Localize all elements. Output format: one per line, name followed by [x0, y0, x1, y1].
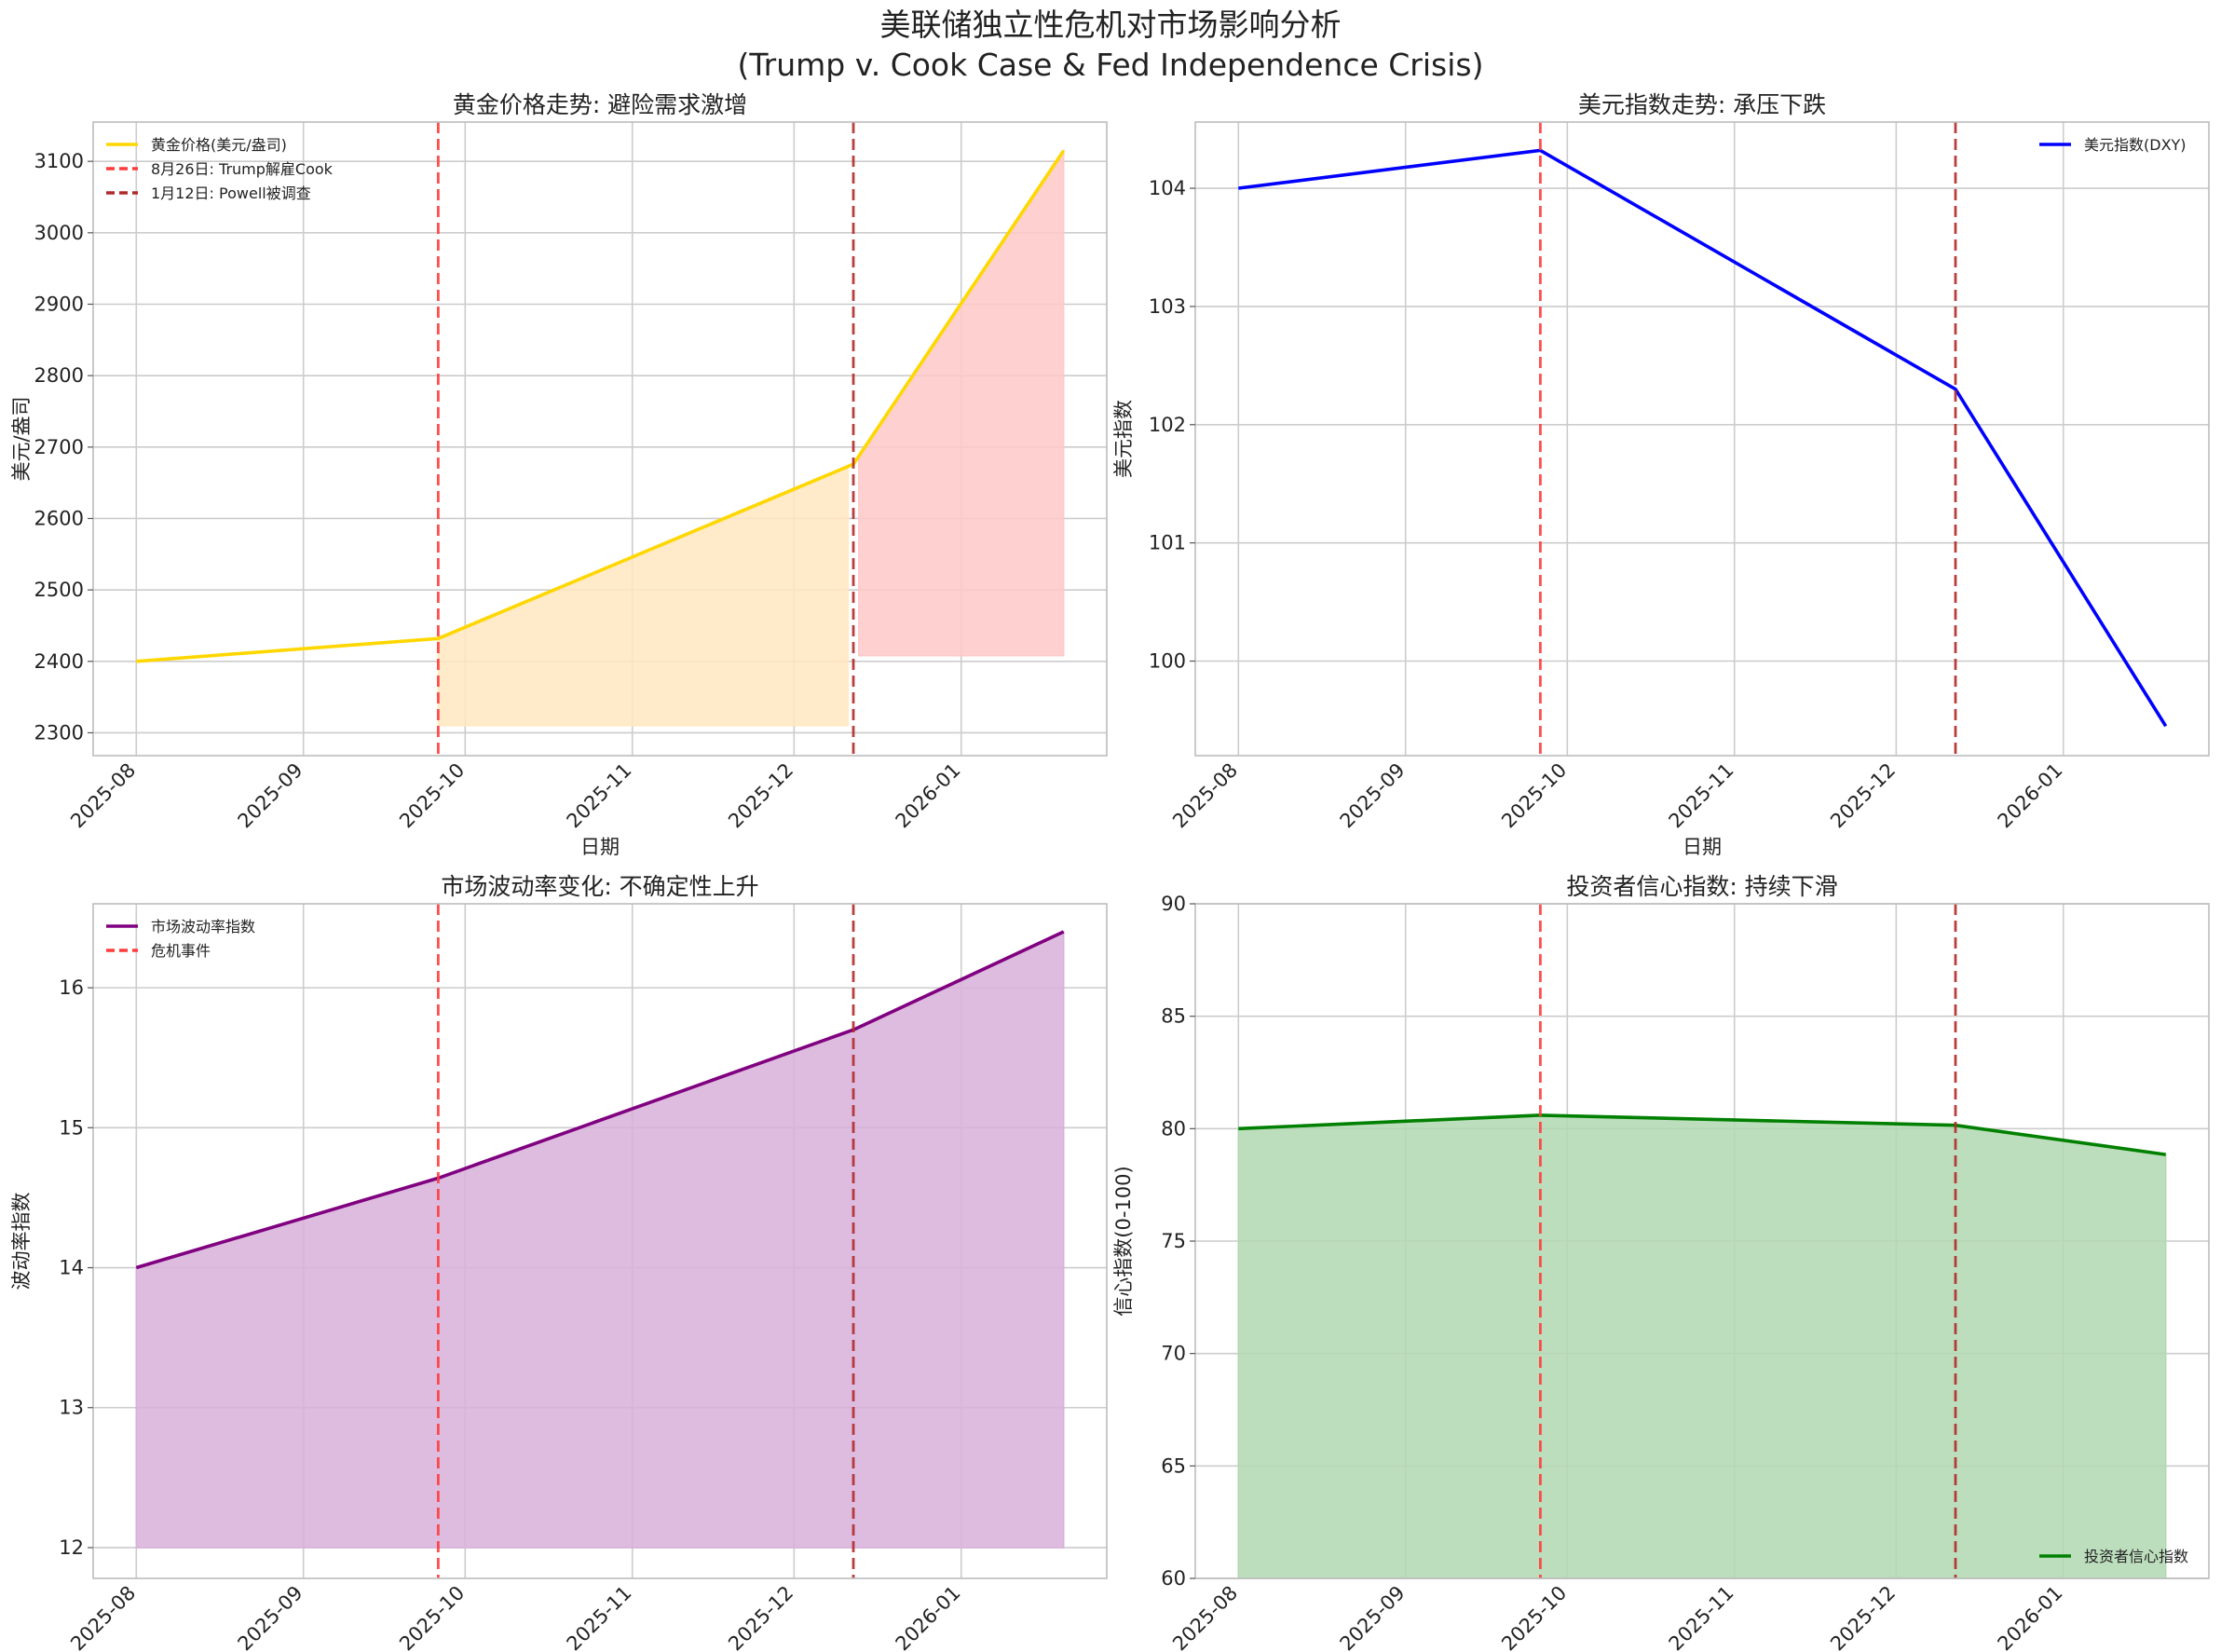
x-tick-label: 2025-11 [1665, 758, 1738, 832]
y-axis-label: 信心指数(0-100) [1112, 1166, 1135, 1316]
x-tick-label: 2025-10 [1497, 758, 1571, 832]
chart-dxy: 100 101 102 103 104 2025-08 2025-09 2025-10 2025… [1112, 91, 2210, 858]
y-tick-label: 2900 [34, 293, 84, 315]
x-tick-label: 2025-08 [66, 758, 140, 832]
y-tick-label: 65 [1161, 1454, 1186, 1477]
plot-frame [92, 121, 1108, 757]
y-tick-label: 85 [1161, 1005, 1186, 1028]
y-tick-label: 70 [1161, 1343, 1186, 1365]
plot-frame [92, 903, 1108, 1579]
legend-label: 市场波动率指数 [151, 918, 255, 935]
x-tick-label: 2025-11 [1665, 1581, 1738, 1652]
chart-title: 投资者信心指数: 持续下滑 [1566, 873, 1837, 900]
figure-suptitle: 美联储独立性危机对市场影响分析 [880, 7, 1342, 43]
x-axis-label: 日期 [580, 836, 620, 858]
legend-label: 1月12日: Powell被调查 [151, 184, 311, 202]
y-tick-label: 90 [1161, 893, 1186, 915]
x-tick-label: 2026-01 [1994, 1581, 2067, 1652]
figure-subtitle: (Trump v. Cook Case & Fed Independence C… [738, 47, 1484, 83]
x-tick-label: 2025-12 [724, 1581, 797, 1652]
legend-label: 黄金价格(美元/盎司) [151, 136, 287, 154]
y-tick-label: 12 [59, 1536, 84, 1559]
y-axis-label: 美元指数 [1112, 400, 1135, 478]
chart-vol: 12 13 14 15 16 2025-08 2025-09 2025-10 2025-11 20… [10, 873, 1108, 1652]
x-tick-label: 2025-11 [563, 758, 636, 832]
x-tick-label: 2025-11 [563, 1581, 636, 1652]
area-fill [437, 465, 849, 727]
series-line [135, 930, 1065, 1270]
chart-title: 市场波动率变化: 不确定性上升 [441, 873, 758, 900]
y-tick-label: 15 [59, 1116, 84, 1139]
legend-label: 危机事件 [151, 942, 211, 960]
series-line [136, 149, 1066, 663]
y-tick-label: 2500 [34, 579, 84, 601]
legend: 投资者信心指数 [2039, 1548, 2188, 1565]
y-axis-label: 美元/盎司 [10, 396, 33, 481]
x-tick-label: 2025-10 [1497, 1581, 1571, 1652]
legend: 黄金价格(美元/盎司) 8月26日: Trump解雇Cook 1月12日: Powe… [106, 136, 334, 202]
y-tick-label: 14 [59, 1257, 84, 1279]
series-line [1238, 1113, 2166, 1156]
x-tick-label: 2025-08 [66, 1581, 140, 1652]
x-tick-label: 2025-09 [234, 1581, 307, 1652]
chart-gold: 2300 2400 2500 2600 2700 2800 2900 3000 3100 2025… [10, 91, 1108, 858]
x-axis-label: 日期 [1683, 836, 1722, 858]
chart-conf: 60 65 70 75 80 85 90 2025-08 2025-09 2025-10 2025-… [1112, 873, 2210, 1652]
series-line [1238, 148, 2168, 728]
y-tick-label: 2700 [34, 436, 84, 458]
y-tick-label: 104 [1149, 177, 1186, 199]
y-tick-label: 3100 [34, 150, 84, 172]
x-tick-label: 2025-10 [395, 1581, 469, 1652]
y-tick-label: 60 [1161, 1567, 1186, 1590]
x-tick-label: 2025-08 [1168, 758, 1242, 832]
legend-label: 8月26日: Trump解雇Cook [151, 160, 334, 178]
legend: 美元指数(DXY) [2039, 136, 2187, 154]
x-tick-label: 2026-01 [892, 1581, 965, 1652]
y-tick-label: 16 [59, 976, 84, 999]
plot-frame [1194, 121, 2210, 757]
x-tick-label: 2026-01 [892, 758, 965, 832]
y-tick-label: 3000 [34, 222, 84, 244]
y-tick-label: 2400 [34, 650, 84, 673]
y-tick-label: 100 [1149, 650, 1186, 673]
x-tick-label: 2025-09 [234, 758, 307, 832]
area-fill [1237, 1114, 2167, 1579]
y-tick-label: 2600 [34, 507, 84, 529]
y-tick-label: 101 [1149, 532, 1186, 554]
y-tick-label: 2300 [34, 721, 84, 744]
x-tick-label: 2025-12 [1826, 758, 1900, 832]
y-axis-label: 波动率指数 [10, 1193, 33, 1290]
chart-title: 黄金价格走势: 避险需求激增 [453, 91, 747, 118]
y-tick-label: 103 [1149, 295, 1186, 318]
chart-title: 美元指数走势: 承压下跌 [1578, 91, 1826, 118]
x-tick-label: 2025-12 [1826, 1581, 1900, 1652]
y-tick-label: 102 [1149, 414, 1186, 436]
y-tick-label: 2800 [34, 364, 84, 387]
y-tick-label: 80 [1161, 1117, 1186, 1140]
x-tick-label: 2025-12 [724, 758, 797, 832]
legend-label: 美元指数(DXY) [2084, 136, 2187, 154]
x-tick-label: 2025-09 [1336, 758, 1410, 832]
x-tick-label: 2026-01 [1994, 758, 2067, 832]
y-tick-label: 13 [59, 1397, 84, 1419]
x-tick-label: 2025-10 [395, 758, 469, 832]
area-fill [135, 930, 1065, 1549]
x-tick-label: 2025-09 [1336, 1581, 1410, 1652]
y-tick-label: 75 [1161, 1230, 1186, 1252]
legend-label: 投资者信心指数 [2084, 1548, 2188, 1565]
x-tick-label: 2025-08 [1168, 1581, 1242, 1652]
